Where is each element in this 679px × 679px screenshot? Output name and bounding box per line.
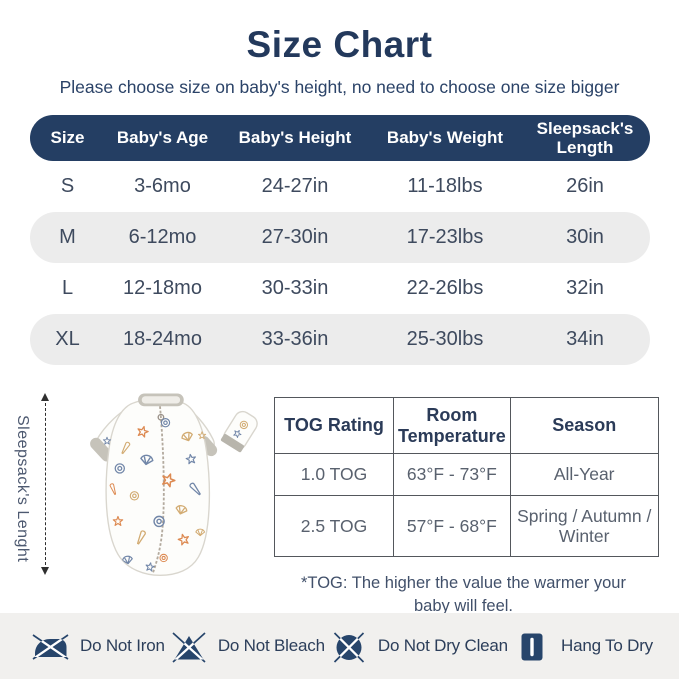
- table-row: S 3-6mo 24-27in 11-18lbs 26in: [30, 161, 650, 212]
- care-item-do-not-dry-clean: Do Not Dry Clean: [329, 628, 508, 665]
- cell-length: 32in: [566, 277, 604, 299]
- hang-to-dry-icon: [521, 633, 543, 660]
- detached-cuff: [220, 410, 258, 453]
- cell-size: XL: [55, 328, 80, 350]
- cell-weight: 22-26lbs: [406, 277, 484, 299]
- cell-age: 3-6mo: [134, 175, 191, 197]
- lower-section: Sleepsack's Lenght: [0, 381, 679, 618]
- cell-length: 34in: [566, 328, 604, 350]
- cell-size: M: [59, 226, 76, 248]
- col-header-height: Baby's Height: [238, 128, 352, 148]
- page-subtitle: Please choose size on baby's height, no …: [59, 77, 620, 97]
- care-label: Hang To Dry: [561, 636, 653, 655]
- tog-section: TOG Rating Room Temperature Season 1.0 T…: [274, 396, 666, 618]
- col-header-weight: Baby's Weight: [386, 128, 504, 148]
- care-label: Do Not Iron: [80, 636, 165, 655]
- tog-row: 1.0 TOG 63°F - 73°F All-Year: [274, 453, 659, 496]
- col-header-age: Baby's Age: [116, 128, 209, 148]
- cell-size: L: [61, 277, 74, 299]
- col-header-size: Size: [50, 128, 85, 148]
- table-row: L 12-18mo 30-33in 22-26lbs 32in: [30, 263, 650, 314]
- page-title: Size Chart: [246, 24, 433, 65]
- length-measure-arrow: [40, 393, 52, 575]
- cell-size: S: [60, 175, 75, 197]
- cell-height: 33-36in: [261, 328, 329, 350]
- sleepsack-figure: Sleepsack's Lenght: [0, 381, 266, 605]
- sleepsack-illustration: [90, 393, 258, 577]
- care-label: Do Not Bleach: [217, 636, 325, 655]
- tog-table: TOG Rating Room Temperature Season 1.0 T…: [274, 396, 659, 557]
- do-not-iron-icon: [32, 633, 69, 660]
- sleepsack-length-label: Sleepsack's Lenght: [14, 415, 31, 563]
- tog-row: 2.5 TOG 57°F - 68°F Spring / Autumn / Wi…: [274, 494, 659, 557]
- table-row: XL 18-24mo 33-36in 25-30lbs 34in: [30, 314, 650, 365]
- size-table: Size Baby's Age Baby's Height Baby's Wei…: [30, 115, 650, 365]
- do-not-bleach-icon: [172, 631, 206, 663]
- care-item-do-not-bleach: Do Not Bleach: [169, 628, 325, 665]
- cell-weight: 25-30lbs: [406, 328, 484, 350]
- cell-age: 18-24mo: [123, 328, 202, 350]
- tog-rating: 2.5 TOG: [274, 494, 394, 557]
- tog-rating: 1.0 TOG: [274, 453, 394, 496]
- tog-footnote: *TOG: The higher the value the warmer yo…: [301, 573, 626, 615]
- tog-header-rating: TOG Rating: [274, 396, 394, 455]
- size-table-header: Size Baby's Age Baby's Height Baby's Wei…: [30, 115, 650, 161]
- col-header-length: Sleepsack's Length: [536, 118, 634, 157]
- care-item-do-not-iron: Do Not Iron: [30, 628, 165, 665]
- table-row: M 6-12mo 27-30in 17-23lbs 30in: [30, 212, 650, 263]
- cell-height: 27-30in: [261, 226, 329, 248]
- care-label: Do Not Dry Clean: [377, 636, 508, 655]
- tog-season: Spring / Autumn / Winter: [509, 494, 659, 557]
- tog-header-season: Season: [509, 396, 659, 455]
- cell-weight: 17-23lbs: [406, 226, 484, 248]
- do-not-dry-clean-icon: [333, 631, 365, 663]
- tog-header-temperature: Room Temperature: [393, 396, 511, 455]
- care-instructions-strip: Do Not Iron Do Not Bleach Do Not Dry Cle…: [0, 613, 679, 679]
- tog-header-row: TOG Rating Room Temperature Season: [274, 396, 659, 455]
- cell-age: 6-12mo: [128, 226, 197, 248]
- cell-length: 30in: [566, 226, 604, 248]
- tog-temperature: 57°F - 68°F: [393, 494, 511, 557]
- care-item-hang-to-dry: Hang To Dry: [512, 628, 653, 665]
- cell-height: 30-33in: [261, 277, 329, 299]
- cell-length: 26in: [566, 175, 604, 197]
- cell-age: 12-18mo: [123, 277, 202, 299]
- tog-season: All-Year: [509, 453, 659, 496]
- tog-temperature: 63°F - 73°F: [393, 453, 511, 496]
- cell-height: 24-27in: [261, 175, 329, 197]
- cell-weight: 11-18lbs: [407, 175, 483, 197]
